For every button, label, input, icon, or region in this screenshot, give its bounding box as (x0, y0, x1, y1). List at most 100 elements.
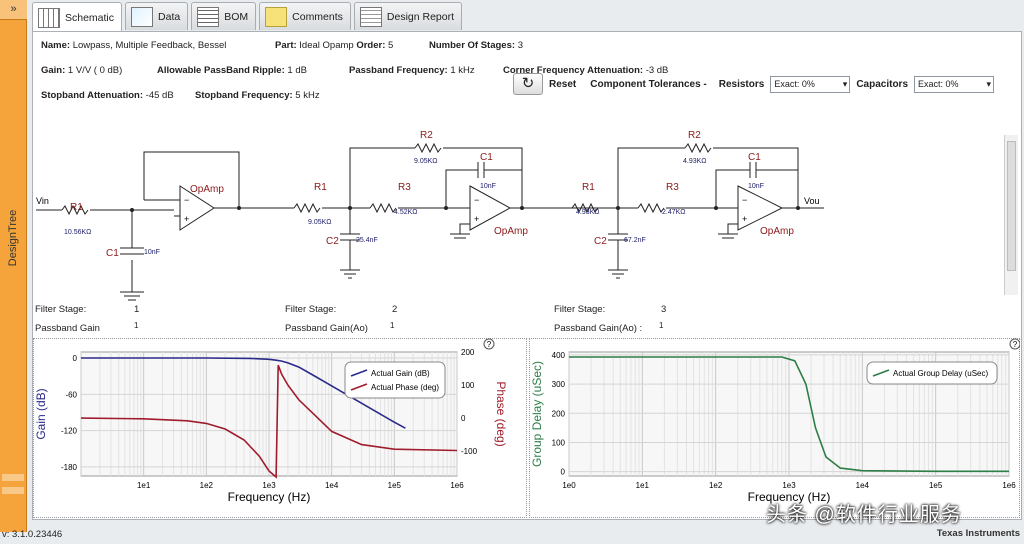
s2-r1-label: R1 (314, 182, 327, 193)
legend-swatch (872, 369, 890, 377)
s3-r3-label: R3 (666, 182, 679, 193)
param-stopband-attenuation: Stopband Attenuation: -45 dB (41, 90, 174, 101)
stage-3-gain: 1 (659, 321, 664, 330)
y2-tick-label: -100 (461, 447, 478, 456)
param-passband-frequency: Passband Frequency: 1 kHz (349, 65, 475, 76)
y2-tick-label: 200 (461, 348, 475, 357)
s2-r2-label: R2 (420, 130, 433, 141)
s3-c1-label: C1 (748, 152, 761, 163)
document-icon (359, 6, 382, 27)
opamp-label: OpAmp (760, 226, 794, 237)
param-ripple: Allowable PassBand Ripple: 1 dB (157, 65, 307, 76)
stage-3-label: Filter Stage: (554, 304, 606, 315)
minus-sign: − (742, 195, 747, 205)
s3-c1-value: 10nF (748, 183, 764, 190)
plus-sign: + (474, 214, 479, 224)
tab-label: BOM (224, 10, 249, 23)
gain-phase-chart: 1e1 1e2 1e3 1e4 1e5 1e6 0 -60 -120 -180 200 100 0 -10… (34, 338, 508, 504)
plus-sign: + (742, 214, 747, 224)
s3-r3-value: 2.47KΩ (662, 209, 686, 216)
help-icon: ? (1013, 340, 1018, 349)
x-axis-title: Frequency (Hz) (748, 490, 831, 504)
y-tick-label: -60 (65, 390, 77, 399)
s2-c1-value: 10nF (480, 183, 496, 190)
help-icon (483, 338, 495, 350)
param-part: Part: Ideal Opamp Order: 5 (275, 40, 394, 51)
s2-r3-label: R3 (398, 182, 411, 193)
refresh-icon: ↻ (521, 75, 535, 92)
status-bar: v: 3.1.0.23446 Texas Instruments (0, 526, 1024, 544)
param-stopband-frequency: Stopband Frequency: 5 kHz (195, 90, 320, 101)
x-tick-label: 1e5 (388, 481, 402, 490)
x-tick-label: 1e3 (262, 481, 276, 490)
s3-r2-value: 4.93KΩ (683, 158, 707, 165)
tab-comments[interactable]: Comments (259, 2, 351, 30)
s1-c1-label: C1 (106, 248, 119, 259)
opamp-label: OpAmp (190, 184, 224, 195)
stage-2-label: Filter Stage: (285, 304, 337, 315)
x-tick-label: 1e4 (856, 481, 870, 490)
legend-label: Actual Gain (dB) (371, 369, 430, 378)
legend-swatch (350, 369, 368, 377)
x-tick-label: 1e1 (636, 481, 650, 490)
y2-axis-title: Phase (deg) (494, 381, 508, 446)
x-tick-label: 1e5 (929, 481, 943, 490)
reset-label: Reset (549, 78, 577, 90)
minus-sign: − (184, 195, 189, 205)
watermark: 头条 @软件行业服务 (766, 504, 962, 526)
y-tick-label: 0 (73, 354, 78, 363)
s3-r2-label: R2 (688, 130, 701, 141)
y-tick-label: 300 (552, 380, 566, 389)
filter-schematic: Vin Vou R1 10.56KΩ C1 10nF OpAmp − + R1 … (36, 130, 824, 301)
tab-bar: Schematic Data BOM Comments Design Repor… (32, 2, 463, 32)
y-tick-label: 100 (552, 438, 566, 447)
legend-box (344, 361, 446, 399)
capacitors-label: Capacitors (856, 78, 909, 90)
ti-logo: Texas Instruments (936, 528, 1020, 539)
param-corner-attenuation: Corner Frequency Attenuation: -3 dB (503, 65, 669, 76)
vin-label: Vin (36, 196, 49, 206)
stage-3-number: 3 (661, 304, 667, 315)
design-tree-sidebar[interactable]: » DesignTree (0, 0, 27, 532)
stage-1-number: 1 (134, 304, 140, 315)
opamp-symbol (469, 185, 512, 231)
opamp-label: OpAmp (494, 226, 528, 237)
chart-icon (131, 6, 154, 27)
schematic-icon (38, 7, 60, 28)
x-tick-label: 1e4 (325, 481, 339, 490)
capacitors-select[interactable]: Exact: 0% (914, 75, 995, 93)
s2-r1-value: 9.05KΩ (308, 219, 332, 226)
reset-button[interactable]: ↻ (513, 73, 543, 95)
series-line-2 (80, 364, 458, 479)
stage-1-gain: 1 (134, 321, 139, 330)
x-tick-label: 1e6 (1002, 481, 1016, 490)
s1-r1-label: R1 (70, 202, 83, 213)
schematic-scrollbar[interactable] (1004, 135, 1018, 295)
tab-data[interactable]: Data (125, 2, 189, 30)
divider (2, 487, 24, 494)
tab-label: Comments (292, 10, 343, 23)
note-icon (265, 6, 288, 27)
param-stages: Number Of Stages: 3 (429, 40, 523, 51)
stage-1-gain-label: Passband Gain (35, 323, 100, 334)
tab-bom[interactable]: BOM (191, 2, 257, 30)
minus-sign: − (474, 195, 479, 205)
y-axis-title: Gain (dB) (34, 388, 48, 439)
x-tick-label: 1e2 (200, 481, 214, 490)
divider (2, 474, 24, 481)
collapse-icon[interactable]: » (0, 0, 27, 20)
opamp-symbol (737, 185, 784, 231)
tab-design-report[interactable]: Design Report (353, 2, 463, 30)
x-tick-label: 1e3 (782, 481, 796, 490)
tab-schematic[interactable]: Schematic (32, 2, 123, 32)
y-tick-label: -120 (61, 427, 78, 436)
tab-label: Schematic (65, 11, 115, 24)
stage-2-number: 2 (392, 304, 398, 315)
scrollbar-thumb[interactable] (1007, 141, 1016, 271)
y-axis-title: Group Delay (uSec) (530, 361, 544, 467)
resistors-select[interactable]: Exact: 0% (770, 75, 851, 93)
legend-swatch (350, 383, 368, 391)
tolerance-toolbar: ↻ Reset Component Tolerances - Resistors… (513, 73, 995, 95)
stage-2-gain-label: Passband Gain(Ao) (285, 323, 368, 334)
s2-c2-value: 25.4nF (356, 237, 378, 244)
